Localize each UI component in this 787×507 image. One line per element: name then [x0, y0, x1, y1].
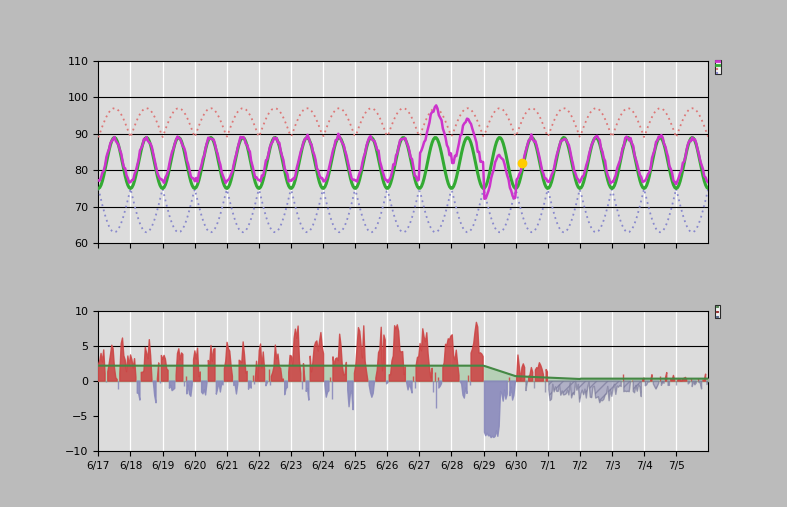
Legend: , , : , , [715, 305, 720, 318]
Legend: , , , : , , , [715, 60, 721, 74]
